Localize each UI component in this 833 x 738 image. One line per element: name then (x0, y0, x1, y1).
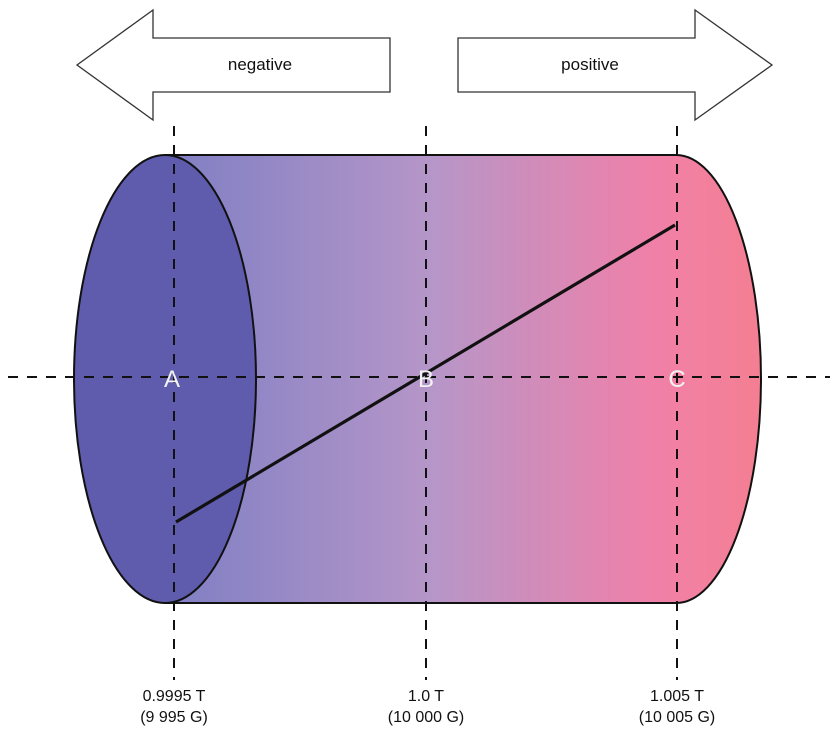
positive-arrow: positive (457, 8, 774, 122)
field-label-a: 0.9995 T (9 995 G) (104, 686, 244, 728)
field-label-a-gauss: (9 995 G) (140, 709, 208, 726)
cylinder-body (164, 154, 762, 604)
field-label-c-gauss: (10 005 G) (638, 709, 716, 726)
point-label-c: C (668, 366, 685, 393)
field-gradient-line (175, 223, 676, 524)
positive-arrow-label: positive (561, 55, 619, 74)
field-label-b: 1.0 T (10 000 G) (356, 686, 496, 728)
field-label-b-gauss: (10 000 G) (387, 709, 465, 726)
cylinder (73, 154, 762, 604)
negative-arrow-label: negative (228, 55, 292, 74)
field-label-a-tesla: 0.9995 T (142, 688, 206, 705)
point-label-a: A (164, 366, 180, 393)
negative-arrow: negative (75, 8, 391, 122)
field-label-b-tesla: 1.0 T (407, 688, 445, 705)
field-label-c-tesla: 1.005 T (650, 688, 704, 705)
point-label-b: B (418, 366, 434, 393)
field-label-c: 1.005 T (10 005 G) (607, 686, 747, 728)
cylinder-end-cap (73, 154, 257, 604)
